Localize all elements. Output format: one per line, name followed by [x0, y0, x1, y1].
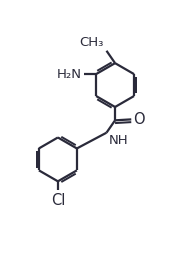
- Text: Cl: Cl: [51, 193, 65, 208]
- Text: CH₃: CH₃: [79, 36, 104, 49]
- Text: NH: NH: [108, 134, 128, 147]
- Text: O: O: [134, 112, 145, 127]
- Text: H₂N: H₂N: [57, 68, 82, 81]
